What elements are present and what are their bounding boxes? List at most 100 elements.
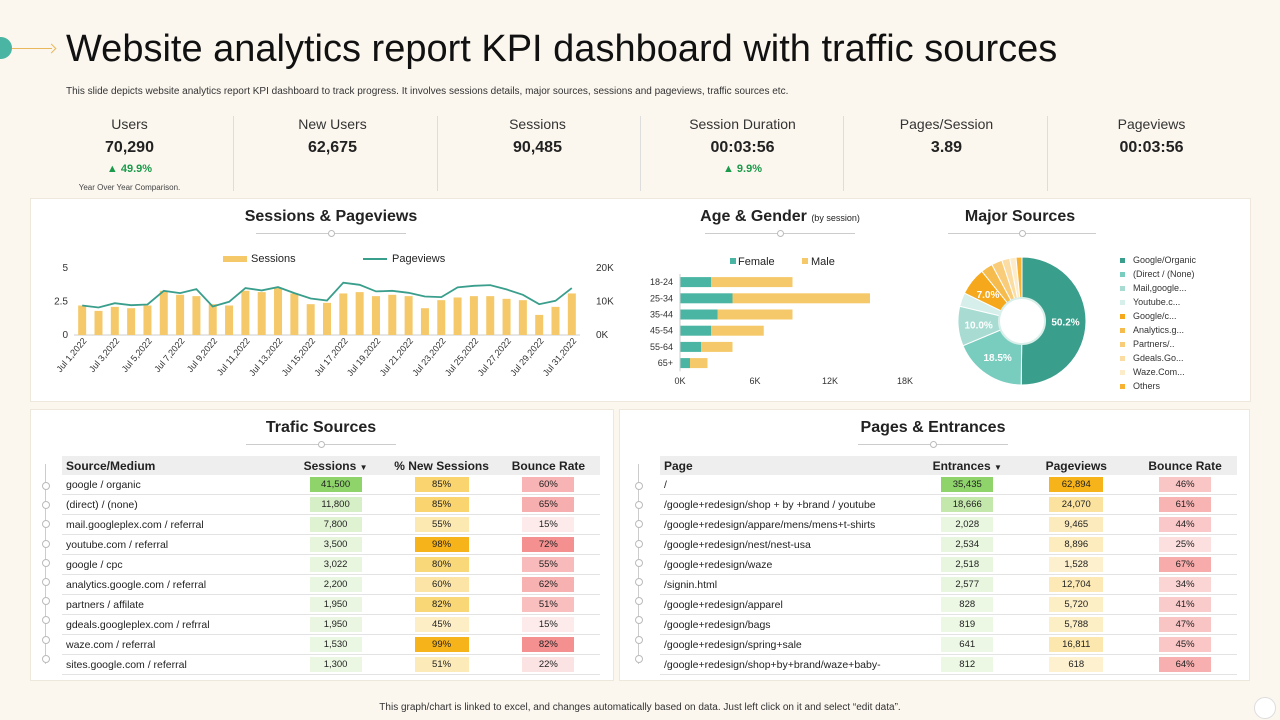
table-cell: 12,704 xyxy=(1019,574,1134,595)
metric-value: 11,800 xyxy=(309,497,362,512)
legend-label: Analytics.g... xyxy=(1133,325,1185,335)
table-cell: 55% xyxy=(496,554,600,575)
table-row[interactable]: /google+redesign/apparel 828 5,720 41% xyxy=(660,594,1237,615)
table-cell: 2,534 xyxy=(915,534,1020,555)
table-header-row: Source/Medium Sessions ▼ % New Sessions … xyxy=(62,456,600,475)
legend-label: Mail,google... xyxy=(1133,283,1187,293)
table-row[interactable]: /google+redesign/shop + by +brand / yout… xyxy=(660,494,1237,515)
col-entrances[interactable]: Entrances ▼ xyxy=(915,456,1020,475)
bounce-rate-value: 61% xyxy=(1159,497,1212,512)
timeline-dot xyxy=(635,654,643,663)
table-row[interactable]: analytics.google.com / referral 2,200 60% 6… xyxy=(62,574,600,595)
metric-value: 618 xyxy=(1049,657,1104,672)
legend-swatch xyxy=(1120,327,1125,333)
bounce-rate-value: 60% xyxy=(522,477,575,492)
table-row[interactable]: /google+redesign/nest/nest-usa 2,534 8,896… xyxy=(660,534,1237,555)
row-label: /google+redesign/shop + by +brand / yout… xyxy=(660,494,916,515)
sessions-bar xyxy=(437,300,446,335)
timeline-dot xyxy=(635,539,643,548)
table-row[interactable]: partners / affilate 1,950 82% 51% xyxy=(62,594,600,615)
bounce-rate-value: 47% xyxy=(1159,617,1212,632)
pages-entrances-title: Pages & Entrances xyxy=(860,419,1006,436)
table-row[interactable]: google / cpc 3,022 80% 55% xyxy=(62,554,600,575)
table-row[interactable]: / 35,435 62,894 46% xyxy=(660,475,1237,495)
kpi-value: 62,675 xyxy=(308,139,357,156)
title-underline xyxy=(705,230,855,237)
y-tick-label-right: 0K xyxy=(596,330,609,341)
x-tick-label: 6K xyxy=(749,376,760,386)
y-tick-label-left: 5 xyxy=(62,263,68,274)
col-source-medium[interactable]: Source/Medium xyxy=(62,456,285,475)
row-label: /google+redesign/bags xyxy=(660,614,916,635)
legend-swatch-female xyxy=(730,258,736,264)
table-row[interactable]: /google+redesign/bags 819 5,788 47% xyxy=(660,614,1237,635)
metric-value: 5,720 xyxy=(1049,597,1104,612)
col-pageviews[interactable]: Pageviews xyxy=(1019,456,1134,475)
table-row[interactable]: /google+redesign/appare/mens/mens+t-shir… xyxy=(660,514,1237,535)
metric-value: 99% xyxy=(414,637,469,652)
timeline-dot xyxy=(635,520,643,529)
table-row[interactable]: /google+redesign/shop+by+brand/waze+baby… xyxy=(660,654,1237,675)
table-row[interactable]: google / organic 41,500 85% 60% xyxy=(62,475,600,495)
arrow-icon xyxy=(46,43,57,54)
sessions-bar xyxy=(355,292,364,335)
bounce-rate-value: 34% xyxy=(1159,577,1212,592)
traffic-sources-title: Trafic Sources xyxy=(265,419,377,436)
sessions-bar xyxy=(127,308,136,335)
sort-desc-icon[interactable]: ▼ xyxy=(993,462,1002,472)
female-bar xyxy=(680,358,690,369)
female-bar xyxy=(680,325,712,336)
table-row[interactable]: /signin.html 2,577 12,704 34% xyxy=(660,574,1237,595)
metric-value: 1,528 xyxy=(1049,557,1104,572)
legend-label: (Direct / (None) xyxy=(1133,269,1195,279)
table-cell: 8,896 xyxy=(1019,534,1134,555)
female-bar xyxy=(680,309,718,320)
row-label: google / organic xyxy=(62,475,285,495)
table-row[interactable]: youtube.com / referral 3,500 98% 72% xyxy=(62,534,600,555)
decorative-line xyxy=(12,48,52,49)
row-label: /google+redesign/waze xyxy=(660,554,916,575)
metric-value: 2,200 xyxy=(309,577,362,592)
table-row[interactable]: mail.googleplex.com / referral 7,800 55% 15… xyxy=(62,514,600,535)
table-cell: 618 xyxy=(1019,654,1134,675)
kpi-label: Users xyxy=(111,116,148,132)
kpi-change: ▲ 9.9% xyxy=(722,163,762,175)
table-cell: 60% xyxy=(386,574,497,595)
sessions-bar xyxy=(306,304,315,335)
metric-value: 7,800 xyxy=(309,517,362,532)
legend-swatch xyxy=(1120,257,1125,263)
col-bounce-rate[interactable]: Bounce Rate xyxy=(496,456,600,475)
col-page[interactable]: Page xyxy=(660,456,916,475)
traffic-sources-table: Source/Medium Sessions ▼ % New Sessions … xyxy=(62,456,600,675)
table-row[interactable]: waze.com / referral 1,530 99% 82% xyxy=(62,634,600,655)
table-cell: 80% xyxy=(386,554,497,575)
kpi-label: Pages/Session xyxy=(899,116,994,132)
kpi-divider xyxy=(437,116,438,191)
col-bounce-rate[interactable]: Bounce Rate xyxy=(1133,456,1237,475)
col-new-sessions[interactable]: % New Sessions xyxy=(386,456,497,475)
kpi-divider xyxy=(233,116,234,191)
metric-value: 828 xyxy=(941,597,994,612)
sort-desc-icon[interactable]: ▼ xyxy=(359,462,368,472)
table-row[interactable]: /google+redesign/waze 2,518 1,528 67% xyxy=(660,554,1237,575)
legend-item: (Direct / (None) xyxy=(1120,267,1196,281)
sessions-bar xyxy=(388,294,397,335)
col-sessions[interactable]: Sessions ▼ xyxy=(284,456,387,475)
table-cell: 2,028 xyxy=(915,514,1020,535)
row-label: mail.googleplex.com / referral xyxy=(62,514,285,535)
timeline-dot xyxy=(42,558,50,567)
table-cell: 65% xyxy=(496,494,600,515)
table-row[interactable]: sites.google.com / referral 1,300 51% 22% xyxy=(62,654,600,675)
table-cell: 1,528 xyxy=(1019,554,1134,575)
table-row[interactable]: gdeals.googleplex.com / refrral 1,950 45% 1… xyxy=(62,614,600,635)
metric-value: 2,534 xyxy=(941,537,994,552)
age-gender-title: Age & Gender (by session) xyxy=(700,208,860,225)
donut-hole xyxy=(998,297,1046,345)
table-row[interactable]: /google+redesign/spring+sale 641 16,811 45% xyxy=(660,634,1237,655)
x-tick-label: 0K xyxy=(674,376,685,386)
metric-value: 1,300 xyxy=(309,657,362,672)
sessions-bar xyxy=(176,294,185,335)
table-row[interactable]: (direct) / (none) 11,800 85% 65% xyxy=(62,494,600,515)
table-cell: 34% xyxy=(1133,574,1237,595)
